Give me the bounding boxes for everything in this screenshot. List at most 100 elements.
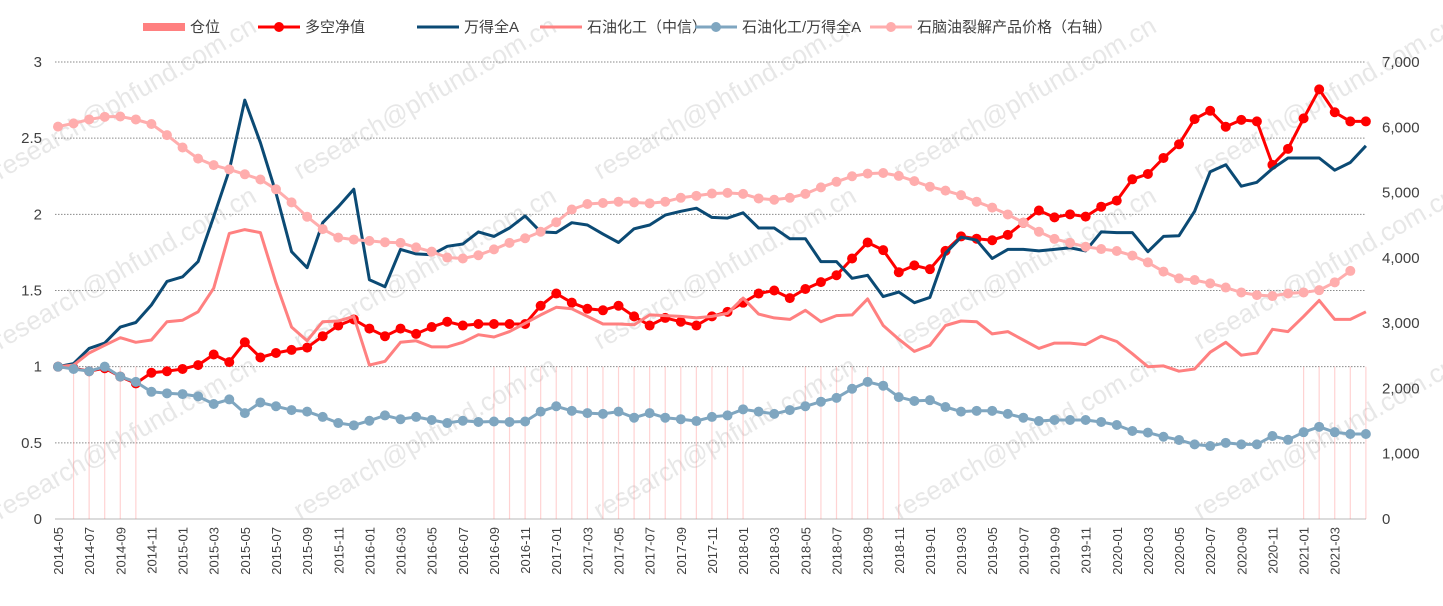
series-point-5 [426,246,437,257]
x-axis-tick: 2020-09 [1234,527,1249,575]
series-point-1 [831,270,842,281]
series-point-1 [426,322,437,333]
series-point-1 [597,305,608,316]
series-point-5 [1236,287,1247,298]
series-point-5 [706,188,717,199]
x-axis-tick: 2015-01 [176,527,191,575]
series-point-1 [1345,116,1356,127]
position-bar [571,366,573,519]
series-point-5 [831,176,842,187]
series-point-1 [800,283,811,294]
watermark-text: research@phfund.com.cn [588,10,861,185]
series-point-4 [675,414,686,425]
series-point-5 [1002,209,1013,220]
series-point-1 [1205,105,1216,116]
series-point-5 [1018,217,1029,228]
series-point-4 [193,391,204,402]
series-point-5 [1158,266,1169,277]
x-axis-tick: 2018-07 [830,527,845,575]
series-point-4 [1080,414,1091,425]
x-axis-tick: 2015-07 [269,527,284,575]
series-point-4 [504,416,515,427]
position-bar [508,366,511,519]
position-bar [88,366,90,519]
x-axis-tick: 2020-11 [1265,527,1280,574]
x-axis-tick: 2021-03 [1328,527,1343,575]
series-point-1 [239,337,250,348]
series-point-5 [878,167,889,178]
position-bar [493,366,495,519]
series-point-1 [987,235,998,246]
series-point-4 [520,416,531,427]
series-point-5 [940,185,951,196]
series-point-1 [1142,168,1153,179]
series-point-4 [753,406,764,417]
watermark-text: research@phfund.com.cn [588,350,861,525]
series-point-1 [535,300,546,311]
position-bar [664,366,666,519]
series-point-5 [644,198,655,209]
series-point-5 [1205,278,1216,289]
right-axis-tick: 3,000 [1382,315,1420,332]
series-point-4 [909,395,920,406]
series-point-5 [566,204,577,215]
series-point-4 [1096,416,1107,427]
series-point-5 [1174,273,1185,284]
left-axis-tick: 3 [34,54,42,71]
series-point-5 [769,194,780,205]
series-point-5 [457,253,468,264]
series-point-4 [629,412,640,423]
x-axis-tick: 2017-05 [612,527,627,575]
x-axis-tick: 2014-09 [113,527,128,575]
series-point-4 [1236,439,1247,450]
series-point-5 [815,182,826,193]
legend-label: 万得全A [464,18,519,36]
watermark-text: research@phfund.com.cn [288,10,561,185]
series-point-4 [862,376,873,387]
series-point-1 [1174,139,1185,150]
series-point-5 [1142,257,1153,268]
series-point-4 [582,408,593,419]
series-point-4 [691,416,702,427]
series-point-4 [784,405,795,416]
x-axis-tick: 2016-01 [362,527,377,575]
series-point-5 [753,193,764,204]
watermark-text: research@phfund.com.cn [888,10,1161,185]
series-point-1 [395,323,406,334]
position-bar [555,366,557,519]
series-point-5 [784,192,795,203]
series-point-4 [115,371,126,382]
position-bar [617,366,620,519]
series-point-1 [909,260,920,271]
series-point-1 [193,360,204,371]
position-bar [835,366,838,519]
series-point-4 [1360,428,1371,439]
series-point-1 [442,316,453,327]
position-bar [602,366,604,519]
series-point-5 [1314,285,1325,296]
series-point-5 [956,190,967,201]
series-point-4 [1049,414,1060,425]
x-axis-tick: 2016-05 [425,527,440,575]
left-axis: 0 0.5 1 1.5 2 2.5 3 [21,54,42,528]
series-point-1 [924,264,935,275]
right-axis-tick: 1,000 [1382,446,1420,463]
series-point-5 [255,174,266,185]
x-axis-tick: 2019-01 [923,527,938,575]
x-axis-tick: 2021-01 [1297,527,1312,575]
series-point-5 [333,232,344,243]
position-bar [680,366,682,519]
position-bar [540,366,542,519]
series-point-4 [815,396,826,407]
series-point-1 [1189,114,1200,125]
series-point-1 [333,320,344,331]
x-axis-tick: 2015-09 [300,527,315,575]
series-point-4 [1345,428,1356,439]
legend-label: 仓位 [190,19,220,36]
right-axis-tick: 7,000 [1382,54,1420,71]
position-bar [695,366,697,519]
series-point-1 [488,319,499,330]
series-point-1 [255,352,266,363]
series-point-1 [769,285,780,296]
legend-label: 石油化工（中信） [587,19,707,36]
